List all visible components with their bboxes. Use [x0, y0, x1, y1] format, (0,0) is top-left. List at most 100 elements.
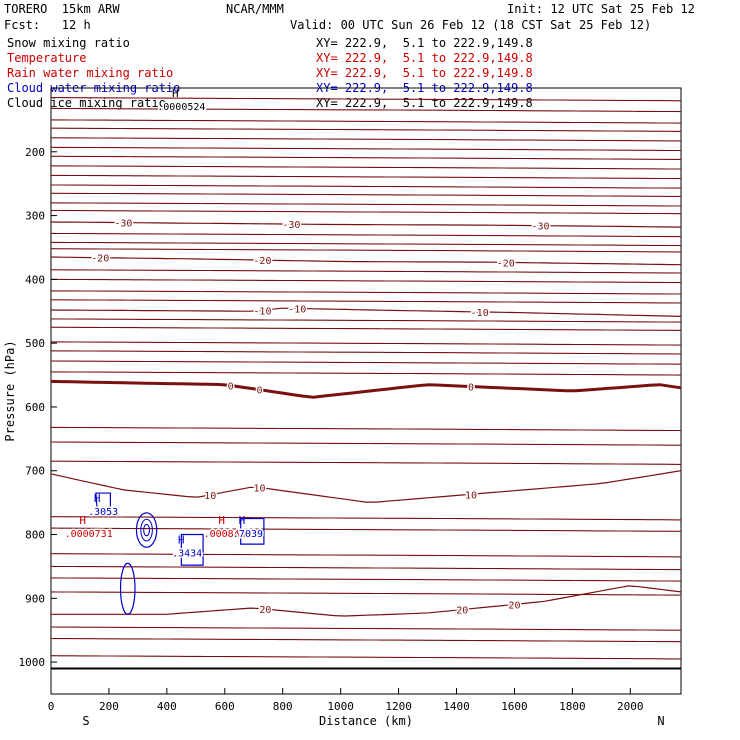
contour-label: 0	[228, 381, 234, 392]
isotherm-line	[50, 565, 681, 571]
contour-label: -20	[91, 254, 109, 265]
y-tick-label: 1000	[19, 656, 46, 669]
isotherm-line	[51, 137, 681, 142]
x-axis-title: Distance (km)	[319, 714, 413, 728]
isotherm-line	[50, 360, 682, 365]
contour-label: 20	[456, 606, 468, 617]
isotherm-line	[50, 626, 681, 631]
x-tick-label: 600	[215, 700, 235, 713]
isotherm-line	[51, 241, 682, 247]
y-tick-label: 700	[25, 465, 45, 478]
x-tick-label: 2000	[617, 700, 644, 713]
isotherm-line	[51, 426, 681, 432]
max-marker-h: H	[79, 514, 86, 527]
y-tick-label: 600	[25, 401, 45, 414]
isotherm-line	[51, 341, 682, 346]
isotherm-line	[51, 290, 681, 295]
x-tick-label: 1000	[327, 700, 354, 713]
cloud-water-contour	[240, 517, 265, 545]
header-center: NCAR/MMM	[226, 2, 284, 16]
max-marker-value: .0000524	[157, 102, 205, 113]
isotherm-line	[51, 127, 682, 132]
max-marker-h: H	[94, 492, 101, 505]
isotherm-line	[50, 527, 681, 532]
isotherm-line	[50, 441, 681, 446]
isotherm-line--10	[50, 307, 682, 317]
header-model: TORERO 15km ARW	[4, 2, 120, 16]
field-xy-temperature: XY= 222.9, 5.1 to 222.9,149.8	[316, 51, 533, 65]
isotherm-line	[50, 248, 681, 253]
x-tick-label: 800	[273, 700, 293, 713]
isotherm-line	[50, 350, 682, 355]
isotherm-line	[51, 516, 682, 521]
contour-label: 10	[465, 490, 477, 501]
contour-label: -30	[531, 222, 549, 233]
max-marker-value: .3053	[88, 507, 118, 518]
contour-label: 20	[259, 605, 271, 616]
isotherm-line	[51, 553, 682, 558]
contour-label: -30	[282, 220, 300, 231]
end-label-south: S	[82, 714, 89, 728]
y-tick-label: 800	[25, 529, 45, 542]
isotherm-line--30	[50, 221, 682, 228]
max-marker-value: .0008439	[204, 529, 252, 540]
isotherm-line	[50, 146, 681, 152]
cloud-water-contour	[143, 523, 150, 537]
contour-label: 10	[204, 491, 216, 502]
isotherm-line	[50, 165, 681, 170]
header-valid: Valid: 00 UTC Sun 26 Feb 12 (18 CST Sat …	[290, 18, 652, 32]
isotherm-line	[50, 107, 682, 113]
contour-label: -20	[253, 256, 271, 267]
isotherm-line	[50, 637, 682, 643]
isotherm-line	[51, 269, 682, 274]
cloud-water-contour	[95, 492, 111, 513]
x-tick-label: 1200	[385, 700, 412, 713]
isotherm-line	[51, 460, 682, 465]
isotherm-line	[51, 209, 682, 215]
end-label-north: N	[657, 714, 664, 728]
max-marker-h: H	[218, 514, 225, 527]
y-tick-label: 300	[25, 210, 45, 223]
isotherm-line	[51, 192, 681, 197]
contour-label: -10	[288, 304, 306, 315]
header-init: Init: 12 UTC Sat 25 Feb 12	[507, 2, 695, 16]
y-tick-label: 500	[25, 337, 45, 350]
contour-label: -10	[253, 306, 271, 317]
header-fcst: Fcst: 12 h	[4, 18, 91, 32]
cloud-water-contour	[119, 562, 136, 615]
field-xy-snow: XY= 222.9, 5.1 to 222.9,149.8	[316, 36, 533, 50]
max-marker-h: H	[178, 533, 185, 546]
field-name-cloud-ice: Cloud ice mixing ratio	[7, 96, 166, 110]
cloud-water-contour	[135, 512, 158, 548]
isotherm-line	[50, 326, 682, 331]
contour-label: 0	[257, 386, 263, 397]
field-name-temperature: Temperature	[7, 51, 87, 65]
y-tick-label: 400	[25, 273, 45, 286]
isotherm-line-0	[50, 379, 682, 399]
contour-label: 20	[508, 600, 520, 611]
isotherm-line	[50, 591, 681, 596]
x-tick-label: 1400	[443, 700, 470, 713]
isotherm-line-20	[51, 585, 682, 617]
isotherm-line	[50, 202, 681, 207]
y-tick-label: 900	[25, 592, 45, 605]
x-tick-label: 400	[157, 700, 177, 713]
cloud-water-contour	[180, 533, 204, 566]
contour-label: 10	[254, 483, 266, 494]
isotherm-line	[50, 577, 682, 582]
field-name-rain: Rain water mixing ratio	[7, 66, 174, 80]
y-axis-title: Pressure (hPa)	[3, 340, 17, 441]
max-marker-value: .0000731	[65, 529, 113, 540]
isotherm-line	[51, 174, 682, 180]
isotherm-line	[51, 371, 682, 376]
max-marker-value: .7039	[233, 529, 263, 540]
isotherm-line	[51, 278, 682, 284]
isotherm-line	[50, 655, 681, 660]
isotherm-line	[51, 119, 682, 124]
y-tick-label: 200	[25, 146, 45, 159]
isotherm-line	[51, 155, 681, 160]
contour-label: -30	[114, 219, 132, 230]
isotherm-line--20	[50, 256, 682, 266]
field-name-snow: Snow mixing ratio	[7, 36, 130, 50]
